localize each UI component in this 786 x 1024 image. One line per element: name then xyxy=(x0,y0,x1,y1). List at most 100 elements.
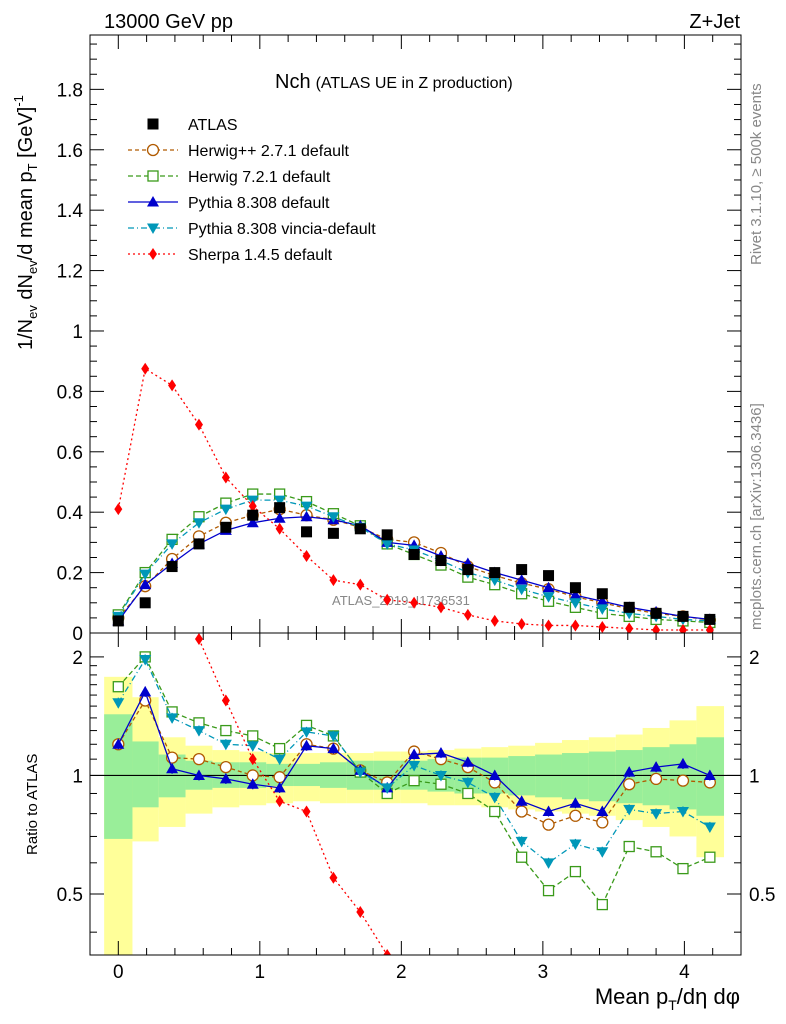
ratio-point-herwig-2-7-1-default xyxy=(192,753,206,766)
point-sherpa-1-4-5-default xyxy=(598,620,607,633)
point-pythia-8-308-vincia-default xyxy=(542,592,555,603)
point-atlas xyxy=(677,610,689,622)
ratio-point-pythia-8-308-vincia-default xyxy=(139,654,152,666)
ratio-point-sherpa-1-4-5-default xyxy=(194,633,203,646)
point-pythia-8-308-vincia-default xyxy=(273,495,286,507)
ratio-point-pythia-8-308-default xyxy=(434,747,447,758)
point-pythia-8-308-vincia-default xyxy=(596,604,609,615)
point-atlas xyxy=(623,601,635,613)
ratio-point-herwig-7-2-1-default xyxy=(515,851,528,863)
main-y-axis-label: 1/Nev dNev/d mean pT [GeV]-1 xyxy=(11,95,40,350)
point-sherpa-1-4-5-default xyxy=(141,362,150,375)
ratio-line-sherpa-1-4-5-default xyxy=(198,638,388,955)
band-stat xyxy=(561,753,589,800)
analysis-watermark: ATLAS_2019_I1736531 xyxy=(332,593,470,608)
ratio-point-pythia-8-308-default xyxy=(327,742,340,754)
point-atlas xyxy=(596,588,608,600)
point-atlas xyxy=(354,523,366,535)
point-pythia-8-308-vincia-default xyxy=(327,512,340,523)
point-atlas xyxy=(193,538,205,550)
point-atlas xyxy=(327,527,339,539)
ratio-point-herwig-7-2-1-default xyxy=(542,884,555,897)
ratio-point-sherpa-1-4-5-default xyxy=(356,906,365,919)
legend-marker-herwig-7-2-1-default xyxy=(147,170,159,182)
point-sherpa-1-4-5-default xyxy=(302,549,311,562)
point-pythia-8-308-default xyxy=(542,581,555,593)
legend-marker-pythia-8-308-default xyxy=(147,196,159,207)
ratio-tick-label: 1 xyxy=(749,766,760,787)
point-pythia-8-308-vincia-default xyxy=(569,598,582,609)
point-atlas xyxy=(381,529,393,541)
point-atlas xyxy=(569,582,581,594)
x-tick-label: 4 xyxy=(679,962,690,983)
ratio-point-pythia-8-308-vincia-default xyxy=(569,839,582,850)
point-sherpa-1-4-5-default xyxy=(436,601,445,614)
point-sherpa-1-4-5-default xyxy=(544,619,553,632)
mcplots-label: mcplots.cern.ch [arXiv:1306.3436] xyxy=(748,403,765,630)
y-tick-label: 0.4 xyxy=(57,503,84,524)
ratio-point-pythia-8-308-default xyxy=(596,805,609,816)
ratio-point-herwig-2-7-1-default xyxy=(219,760,233,774)
x-axis-label: Mean pT/dη dφ xyxy=(595,984,740,1013)
y-tick-label: 0 xyxy=(72,624,83,645)
ratio-point-herwig-2-7-1-default xyxy=(623,778,636,791)
point-sherpa-1-4-5-default xyxy=(463,608,472,621)
legend-marker-herwig-2-7-1-default xyxy=(146,143,160,157)
ratio-point-herwig-7-2-1-default xyxy=(408,775,420,787)
point-sherpa-1-4-5-default xyxy=(517,617,526,630)
ratio-point-herwig-2-7-1-default xyxy=(542,818,555,831)
ratio-point-herwig-7-2-1-default xyxy=(704,851,716,863)
point-atlas xyxy=(408,548,420,560)
ratio-point-pythia-8-308-vincia-default xyxy=(676,806,689,818)
point-sherpa-1-4-5-default xyxy=(221,471,230,484)
point-sherpa-1-4-5-default xyxy=(356,578,365,591)
ratio-tick-label: 1 xyxy=(72,766,83,787)
point-pythia-8-308-vincia-default xyxy=(300,501,313,513)
point-sherpa-1-4-5-default xyxy=(625,622,634,633)
ratio-point-pythia-8-308-vincia-default xyxy=(112,698,125,709)
ratio-point-pythia-8-308-default xyxy=(166,762,179,774)
ratio-point-pythia-8-308-vincia-default xyxy=(596,847,609,858)
ratio-y-axis-label: Ratio to ATLAS xyxy=(24,754,41,855)
legend-label-pythia-8-308-vincia-default: Pythia 8.308 vincia-default xyxy=(188,221,376,238)
point-pythia-8-308-vincia-default xyxy=(488,575,501,587)
ratio-point-herwig-7-2-1-default xyxy=(650,846,662,858)
ratio-point-pythia-8-308-vincia-default xyxy=(192,726,205,737)
ratio-bands xyxy=(90,676,741,955)
legend-label-pythia-8-308-default: Pythia 8.308 default xyxy=(188,195,330,212)
point-atlas xyxy=(516,564,528,576)
point-sherpa-1-4-5-default xyxy=(652,623,661,633)
point-sherpa-1-4-5-default xyxy=(678,623,687,633)
point-sherpa-1-4-5-default xyxy=(383,593,392,606)
point-atlas xyxy=(301,526,313,538)
ratio-point-sherpa-1-4-5-default xyxy=(275,795,284,808)
point-sherpa-1-4-5-default xyxy=(705,623,714,633)
ratio-point-pythia-8-308-default xyxy=(408,748,421,760)
ratio-point-pythia-8-308-vincia-default xyxy=(246,741,259,752)
legend-marker-atlas xyxy=(147,118,159,130)
x-tick-label: 0 xyxy=(113,962,124,983)
ratio-point-pythia-8-308-default xyxy=(139,685,152,697)
ratio-point-sherpa-1-4-5-default xyxy=(221,694,230,707)
ratio-point-herwig-7-2-1-default xyxy=(220,724,232,737)
axes-ticks: 0 0.2 0.4 0.6 0.8 1 1.2 1.4 1.6 1.8 0 1 2 3 4 0.5 0.5 1 1 2… xyxy=(57,35,775,983)
point-pythia-8-308-default xyxy=(515,574,528,585)
ratio-point-pythia-8-308-vincia-default xyxy=(703,822,716,833)
ratio-point-herwig-2-7-1-default xyxy=(596,816,609,829)
ratio-point-pythia-8-308-vincia-default xyxy=(273,754,286,766)
ratio-point-pythia-8-308-default xyxy=(273,781,286,793)
point-sherpa-1-4-5-default xyxy=(571,619,580,632)
point-sherpa-1-4-5-default xyxy=(248,500,257,513)
rivet-label: Rivet 3.1.10, ≥ 500k events xyxy=(748,83,765,265)
ratio-point-pythia-8-308-default xyxy=(650,761,663,772)
point-atlas xyxy=(139,597,151,609)
ratio-frame xyxy=(89,632,742,956)
ratio-point-pythia-8-308-default xyxy=(461,756,474,767)
ratio-point-pythia-8-308-default xyxy=(112,738,125,749)
ratio-point-herwig-7-2-1-default xyxy=(112,681,124,693)
ratio-point-herwig-2-7-1-default xyxy=(649,772,663,786)
legend-label-herwig-7-2-1-default: Herwig 7.2.1 default xyxy=(188,169,331,186)
x-tick-label: 2 xyxy=(396,962,407,983)
point-pythia-8-308-default xyxy=(246,516,259,528)
